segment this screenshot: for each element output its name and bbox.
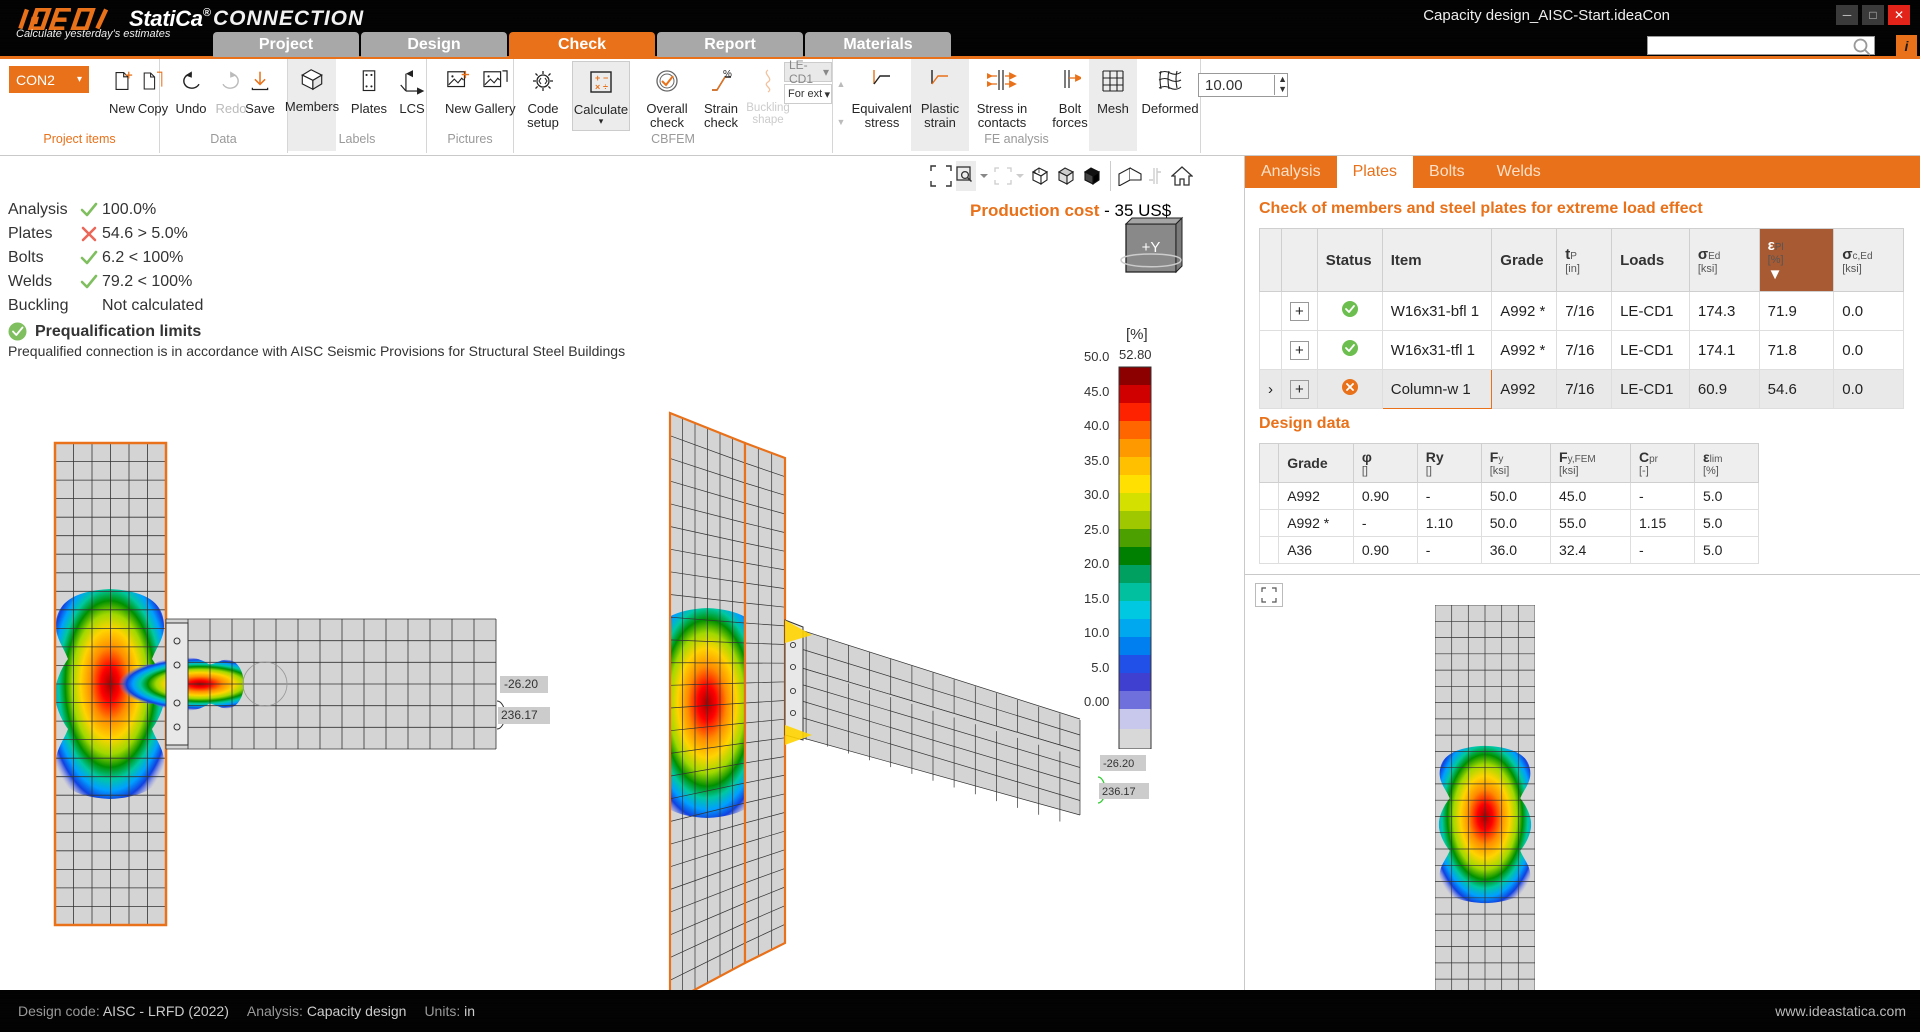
svg-text:÷: ÷ <box>603 82 608 92</box>
svg-text:236.17: 236.17 <box>1102 786 1136 798</box>
svg-text:×: × <box>595 82 600 92</box>
svg-text:%: % <box>723 69 732 80</box>
svg-text:52.80: 52.80 <box>1119 349 1152 362</box>
svg-text:-26.20: -26.20 <box>504 677 538 691</box>
svg-text:236.17: 236.17 <box>501 708 538 722</box>
svg-text:-26.20: -26.20 <box>1103 758 1134 770</box>
